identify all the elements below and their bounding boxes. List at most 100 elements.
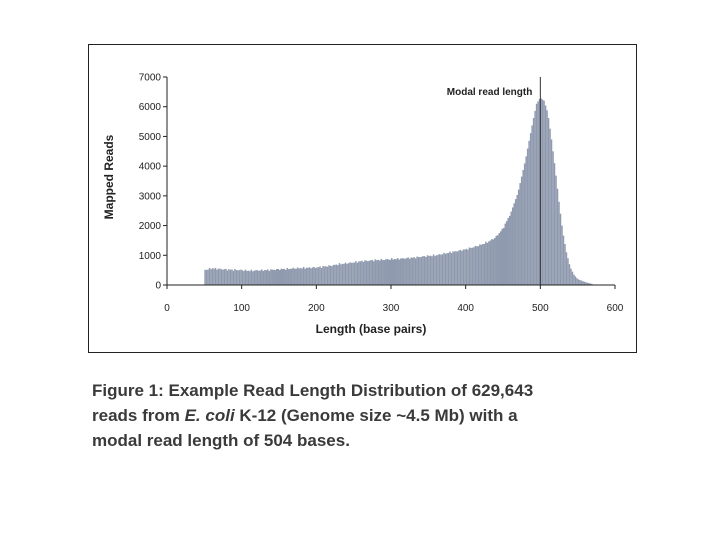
histogram-bar [501,228,503,285]
histogram-bar [214,267,217,285]
histogram-bar [477,246,480,285]
histogram-bar [207,269,209,285]
histogram-bar [456,251,459,285]
histogram-bar [458,250,460,285]
histogram-bar [417,256,420,285]
histogram-bar [538,98,541,285]
histogram-bar [589,283,592,285]
x-tick-label: 300 [383,303,400,314]
y-tick-label: 6000 [139,102,162,113]
histogram-bar [514,199,517,285]
histogram-bar [347,263,350,285]
histogram-bar [568,264,571,285]
histogram-bar [267,269,269,285]
histogram-bar [325,266,327,285]
y-tick-label: 1000 [139,251,162,262]
histogram-bar [495,235,498,285]
histogram-bar [337,265,339,285]
histogram-bar [585,282,587,285]
histogram-bar [408,258,411,285]
histogram-bar [498,233,501,285]
histogram-bar [413,257,415,285]
histogram-bar [571,271,574,285]
chart-axes: 0 1000 2000 3000 4000 5000 6000 7000 0 100 200 300 4… [139,73,624,315]
histogram-bar [280,268,282,285]
x-tick-label: 400 [457,303,474,314]
histogram-bar [270,269,272,285]
histogram-bar [329,265,332,285]
histogram-bar [437,254,439,285]
histogram-bar [311,267,314,285]
histogram-bar [353,262,356,285]
histogram-bar [271,269,274,285]
histogram-bar [376,260,378,285]
histogram-bar [268,270,271,285]
histogram-bar [470,248,472,285]
x-tick-label: 500 [532,303,549,314]
histogram-bar [237,270,239,285]
histogram-bar [252,271,254,285]
histogram-bar [302,266,305,285]
histogram-bar [465,248,468,285]
histogram-bar [276,268,278,285]
histogram-bar [314,268,317,285]
histogram-bar [559,213,562,285]
histogram-bar [468,247,471,285]
histogram-bar [396,258,399,285]
histogram-bar [461,250,463,285]
histogram-bar [205,269,208,285]
figure-caption: Figure 1: Example Read Length Distributi… [92,378,632,453]
histogram-bar [452,251,454,285]
histogram-bar [520,176,523,285]
histogram-bar [241,270,244,285]
histogram-bar [386,259,389,285]
histogram-bar [426,255,429,285]
histogram-bar [531,125,533,285]
histogram-bar [525,156,527,285]
histogram-bar [361,260,363,285]
histogram-bar [441,254,444,285]
histogram-bar [410,257,412,285]
histogram-bar [420,256,423,285]
histogram-bar [500,231,502,285]
histogram-bar [322,265,324,285]
histogram-bar [289,268,291,285]
histogram-bar [370,260,372,285]
histogram-bar [492,239,495,285]
histogram-bar [540,98,542,285]
histogram-bar [362,261,365,285]
histogram-bar [299,268,302,285]
histogram-bar [428,255,430,285]
histogram-bar [379,260,381,285]
histogram-bar [383,260,386,285]
histogram-bar [264,270,266,285]
histogram-bar [391,258,393,285]
histogram-bar [561,225,563,285]
y-tick-label: 4000 [139,162,162,173]
histogram-bar [438,254,441,285]
histogram-bar [402,258,405,285]
y-tick-label: 2000 [139,221,162,232]
histogram-bar [371,259,374,285]
histogram-bar [482,244,484,285]
histogram-bar [316,267,318,285]
histogram-bar [279,270,281,285]
histogram-bar [411,257,414,285]
histogram-bar [217,268,220,285]
histogram-bar [534,110,536,285]
histogram-bar [320,267,323,285]
histogram-bar [473,247,475,285]
histogram-bar [274,270,277,285]
histogram-bar [485,241,487,285]
histogram-bar [231,269,233,285]
histogram-bar [419,257,421,285]
histogram-bars [204,98,593,286]
histogram-bar [326,266,329,285]
histogram-bar [240,269,242,285]
histogram-bar [511,207,514,285]
histogram-bar [298,268,300,285]
histogram-bar [232,270,235,285]
histogram-bar [204,269,206,285]
caption-species-name: E. coli [184,406,235,425]
histogram-bar [385,259,387,285]
